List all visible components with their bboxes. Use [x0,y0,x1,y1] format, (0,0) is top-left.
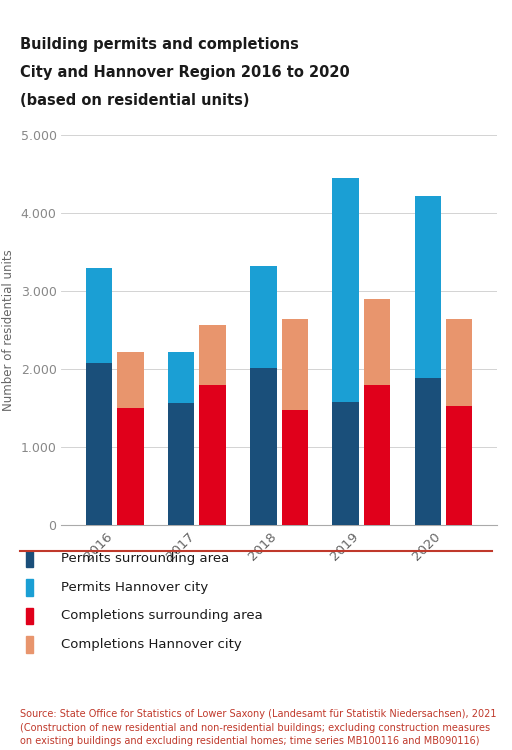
Bar [199,326,226,385]
Text: Completions surrounding area: Completions surrounding area [61,609,263,622]
Bar [117,408,143,525]
Bar [168,352,195,404]
Bar [415,196,441,378]
Text: Completions Hannover city: Completions Hannover city [61,638,242,651]
Text: City and Hannover Region 2016 to 2020: City and Hannover Region 2016 to 2020 [20,65,350,80]
Text: Building permits and completions: Building permits and completions [20,38,300,52]
Bar [282,319,308,410]
Y-axis label: Number of residential units: Number of residential units [2,249,15,411]
Text: Permits Hannover city: Permits Hannover city [61,580,209,594]
Bar [250,266,276,368]
Text: (based on residential units): (based on residential units) [20,93,250,108]
Bar [364,298,390,385]
Bar [86,268,112,363]
Bar [282,410,308,525]
Bar [117,352,143,408]
Text: Permits surrounding area: Permits surrounding area [61,552,230,566]
Bar [332,178,359,402]
Bar [364,385,390,525]
Bar [415,378,441,525]
Bar [86,363,112,525]
Bar [332,402,359,525]
Bar [250,368,276,525]
Bar [199,385,226,525]
Text: Source: State Office for Statistics of Lower Saxony (Landesamt für Statistik Nie: Source: State Office for Statistics of L… [20,709,497,746]
Bar [446,406,472,525]
Bar [168,404,195,525]
Bar [446,319,472,407]
